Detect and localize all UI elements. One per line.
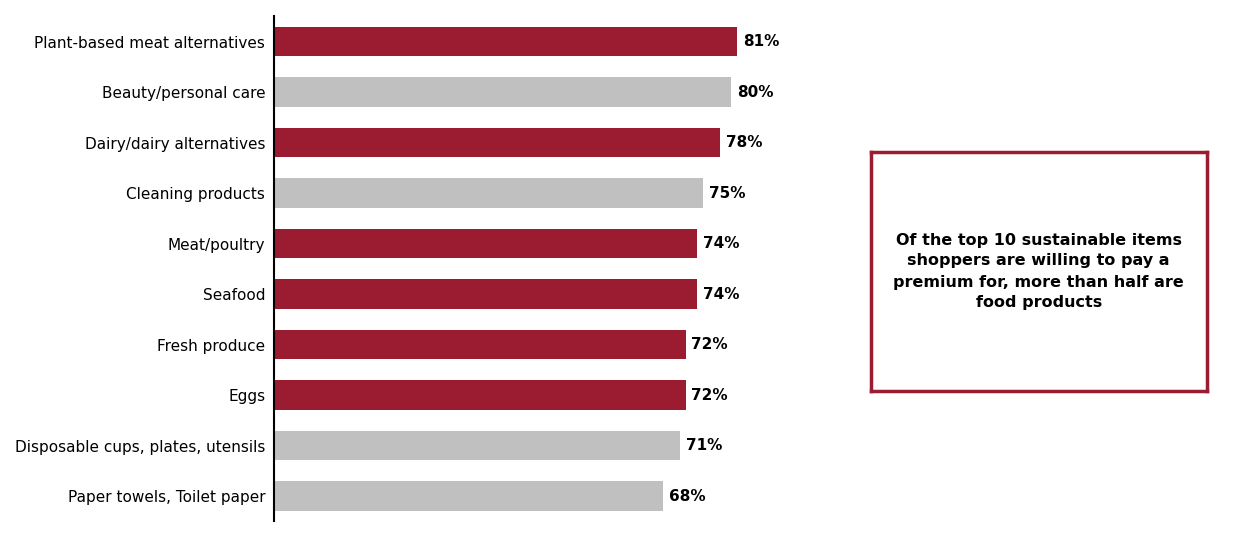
- Bar: [274, 381, 685, 409]
- Bar: [274, 128, 720, 157]
- Bar: [274, 27, 738, 56]
- Bar: [274, 330, 685, 359]
- Bar: [274, 280, 697, 308]
- Text: 80%: 80%: [738, 85, 774, 99]
- Text: 75%: 75%: [709, 186, 745, 200]
- Text: 74%: 74%: [703, 236, 739, 251]
- Text: 72%: 72%: [692, 388, 728, 402]
- Bar: [274, 179, 703, 207]
- Text: 68%: 68%: [668, 489, 705, 503]
- Bar: [274, 431, 680, 460]
- Text: Of the top 10 sustainable items
shoppers are willing to pay a
premium for, more : Of the top 10 sustainable items shoppers…: [893, 232, 1184, 311]
- Text: 78%: 78%: [725, 135, 763, 150]
- Bar: [274, 229, 697, 258]
- Bar: [274, 482, 663, 510]
- Text: 72%: 72%: [692, 337, 728, 352]
- Bar: [274, 78, 731, 106]
- Text: 71%: 71%: [685, 438, 722, 453]
- Text: 81%: 81%: [743, 34, 779, 49]
- Text: 74%: 74%: [703, 287, 739, 301]
